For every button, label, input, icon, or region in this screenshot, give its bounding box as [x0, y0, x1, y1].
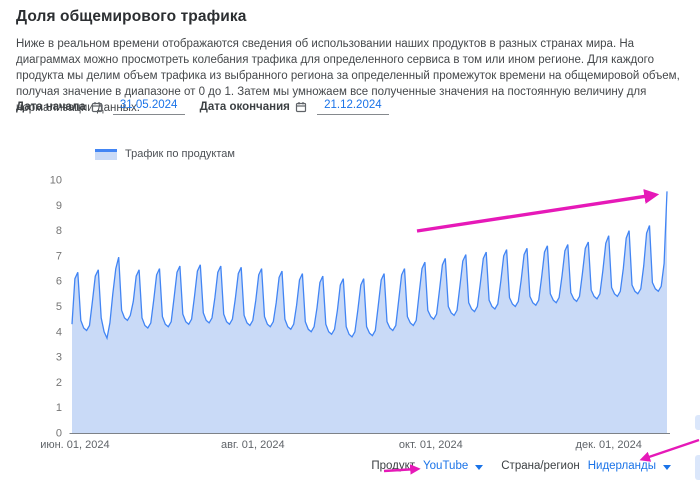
y-tick-label: 7: [56, 250, 62, 262]
legend-label: Трафик по продуктам: [125, 148, 235, 160]
y-tick-label: 4: [56, 326, 62, 338]
y-tick-label: 5: [56, 301, 62, 313]
date-filters: Дата начала Дата окончания: [16, 99, 389, 115]
legend-area-swatch-icon: [95, 148, 117, 160]
y-tick-label: 8: [56, 225, 62, 237]
area-fill: [72, 191, 667, 433]
cutoff-edge-element: [695, 415, 700, 430]
x-tick-label: июн. 01, 2024: [40, 439, 109, 451]
cutoff-edge-element: [695, 455, 700, 480]
chart-legend: Трафик по продуктам: [95, 148, 235, 160]
product-value: YouTube: [423, 460, 469, 472]
x-tick-label: авг. 01, 2024: [221, 439, 285, 451]
y-tick-label: 1: [56, 402, 62, 414]
region-label: Страна/регион: [501, 460, 580, 472]
product-label: Продукт: [371, 460, 416, 472]
chevron-down-icon: [475, 464, 484, 470]
y-tick-label: 2: [56, 377, 62, 389]
y-tick-label: 0: [56, 428, 62, 440]
y-tick-label: 10: [50, 175, 62, 187]
y-tick-label: 3: [56, 352, 62, 364]
end-date-label: Дата окончания: [199, 101, 290, 113]
page-description: Ниже в реальном времени отображаются све…: [16, 38, 680, 114]
traffic-area-chart[interactable]: 0 1 2 3 4 5 6 7 8 9 10 июн. 01, 2024 авг. 01, 2024 ок…: [0, 163, 700, 463]
region-value: Нидерланды: [587, 460, 656, 472]
product-dropdown[interactable]: Продукт YouTube: [371, 460, 484, 472]
calendar-icon[interactable]: [295, 101, 307, 113]
start-date-input[interactable]: [112, 99, 185, 115]
start-date-label: Дата начала: [16, 101, 86, 113]
chevron-down-icon: [663, 464, 671, 470]
calendar-icon[interactable]: [91, 101, 103, 113]
page-title: Доля общемирового трафика: [16, 8, 247, 25]
x-tick-label: дек. 01, 2024: [576, 439, 642, 451]
chart-controls: Продукт YouTube Страна/регион Нидерланды: [371, 460, 671, 472]
series-line: [71, 191, 668, 341]
y-tick-label: 6: [56, 276, 62, 288]
region-dropdown[interactable]: Страна/регион Нидерланды: [501, 460, 671, 472]
end-date-input[interactable]: [316, 99, 389, 115]
y-tick-label: 9: [56, 200, 62, 212]
x-tick-label: окт. 01, 2024: [399, 439, 463, 451]
